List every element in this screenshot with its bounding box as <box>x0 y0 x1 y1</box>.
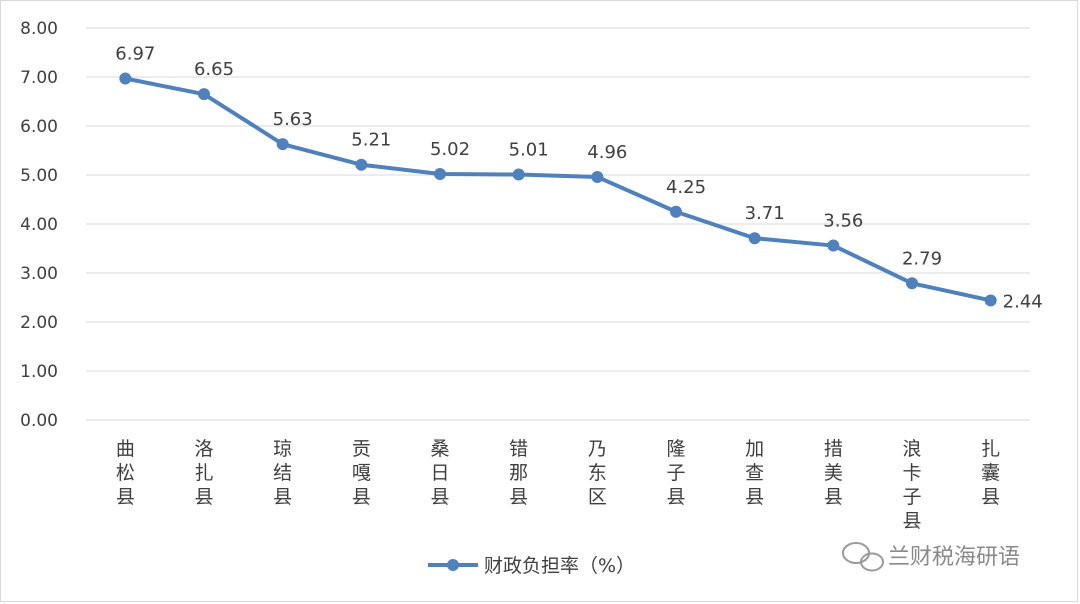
wechat-icon <box>842 542 884 572</box>
data-point <box>119 72 132 85</box>
series-line <box>124 76 992 303</box>
data-label: 4.96 <box>587 142 627 163</box>
data-point <box>984 294 997 307</box>
data-point <box>276 138 289 151</box>
data-label: 5.21 <box>351 130 391 151</box>
data-label: 2.44 <box>1003 291 1043 312</box>
data-points <box>119 72 997 307</box>
data-point <box>512 168 525 181</box>
y-axis-ticks: 0.00 1.00 2.00 3.00 4.00 5.00 6.00 7.00 8.00 <box>20 19 58 431</box>
data-point <box>827 239 840 252</box>
legend-point-marker <box>447 559 459 571</box>
x-category-label: 曲松县 <box>116 438 135 508</box>
y-tick-label: 8.00 <box>20 19 58 39</box>
legend-label: 财政负担率（%） <box>484 555 635 577</box>
gridlines <box>86 27 1030 421</box>
y-tick-label: 6.00 <box>20 117 58 137</box>
y-tick-label: 3.00 <box>20 264 58 284</box>
data-point <box>906 277 918 290</box>
legend: 财政负担率（%） <box>428 555 635 577</box>
watermark-text: 兰财税海研语 <box>888 545 1020 570</box>
data-label: 2.79 <box>902 248 942 269</box>
y-tick-label: 4.00 <box>20 215 58 235</box>
x-category-label: 措美县 <box>824 438 843 508</box>
data-labels: 6.97 6.65 5.63 5.21 5.02 5.01 4.96 4.25 3.71 3.56… <box>115 43 1042 312</box>
y-tick-label: 0.00 <box>20 411 58 431</box>
data-point <box>748 232 761 245</box>
data-point <box>355 158 368 171</box>
x-category-label: 错那县 <box>509 438 528 508</box>
x-category-label: 隆子县 <box>666 438 685 508</box>
series-polyline <box>124 76 992 303</box>
x-category-label: 琼结县 <box>273 438 292 508</box>
data-point <box>670 205 682 218</box>
data-label: 6.97 <box>115 43 155 64</box>
data-label: 3.56 <box>823 211 863 232</box>
x-category-label: 洛扎县 <box>194 438 213 508</box>
data-label: 6.65 <box>194 59 234 80</box>
y-tick-label: 5.00 <box>20 166 58 186</box>
data-label: 4.25 <box>666 177 706 198</box>
data-point <box>198 88 210 101</box>
data-point <box>434 168 446 181</box>
data-label: 5.02 <box>430 139 470 160</box>
x-category-label: 桑日县 <box>430 438 449 508</box>
data-point <box>591 170 604 183</box>
y-tick-label: 7.00 <box>20 68 58 88</box>
x-category-label: 贡嘎县 <box>352 438 371 508</box>
y-tick-label: 2.00 <box>20 313 58 333</box>
x-category-label: 浪卡子县 <box>902 438 921 532</box>
x-axis-categories: 曲松县 洛扎县 琼结县 贡嘎县 桑日县 错那县 乃东区 隆子县 加查县 措美县 浪卡子县 扎囊县 <box>116 438 1000 532</box>
y-tick-label: 1.00 <box>20 362 58 382</box>
data-label: 5.01 <box>509 140 549 161</box>
data-label: 5.63 <box>273 109 313 130</box>
watermark: 兰财税海研语 <box>842 542 1020 572</box>
x-category-label: 加查县 <box>745 438 764 508</box>
data-label: 3.71 <box>745 203 785 224</box>
x-category-label: 乃东区 <box>588 438 607 508</box>
x-category-label: 扎囊县 <box>981 438 1000 508</box>
